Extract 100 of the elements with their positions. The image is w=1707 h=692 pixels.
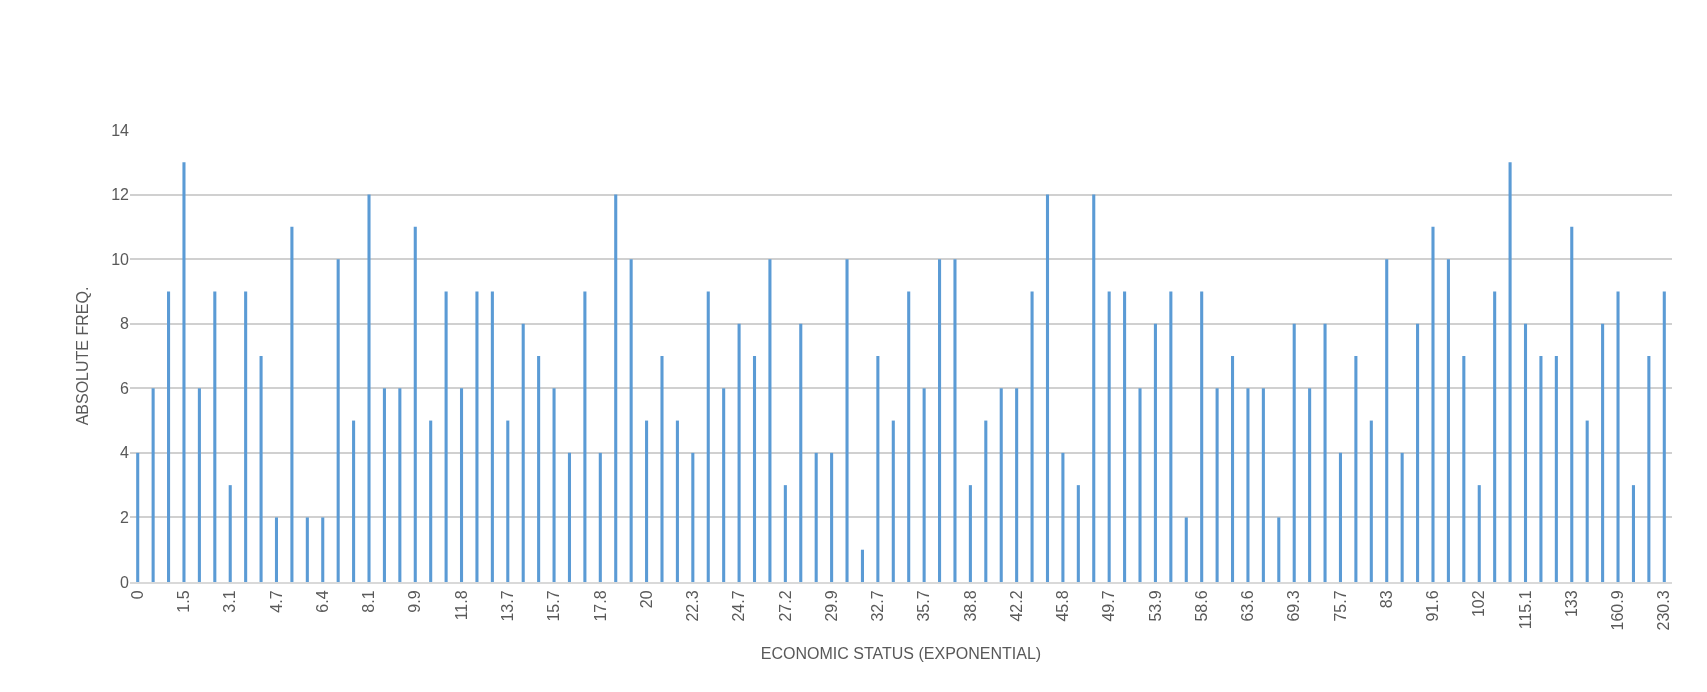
bar bbox=[352, 420, 356, 582]
x-axis-title: ECONOMIC STATUS (EXPONENTIAL) bbox=[760, 644, 1042, 662]
x-tick-label: 58.6 bbox=[1192, 590, 1210, 622]
x-tick-label: 83 bbox=[1377, 590, 1395, 609]
x-tick-label: 49.7 bbox=[1100, 590, 1118, 622]
bar bbox=[367, 194, 371, 582]
x-tick-label: 29.9 bbox=[822, 590, 840, 622]
bar bbox=[1477, 485, 1481, 582]
bar bbox=[783, 485, 787, 582]
bar bbox=[1631, 485, 1635, 582]
bar bbox=[567, 452, 572, 582]
bar bbox=[521, 323, 525, 582]
bar bbox=[228, 485, 232, 582]
bar bbox=[691, 452, 695, 582]
x-tick-label: 22.3 bbox=[684, 590, 702, 622]
bar bbox=[1076, 485, 1080, 582]
bar bbox=[1215, 388, 1219, 582]
bar bbox=[1308, 388, 1312, 582]
x-tick-label: 91.6 bbox=[1424, 590, 1442, 622]
bar bbox=[336, 259, 340, 582]
bar bbox=[1601, 323, 1605, 582]
bar bbox=[398, 388, 402, 582]
bar bbox=[1554, 356, 1558, 582]
bar bbox=[660, 356, 664, 582]
bar bbox=[1585, 420, 1589, 582]
bar bbox=[1277, 517, 1281, 582]
bar bbox=[136, 452, 140, 582]
bar bbox=[598, 452, 602, 582]
x-tick-label: 133 bbox=[1562, 590, 1580, 618]
bar bbox=[999, 388, 1003, 582]
x-tick-label: 20 bbox=[637, 590, 655, 609]
bar bbox=[506, 420, 510, 582]
bar bbox=[737, 323, 741, 582]
bar bbox=[1092, 194, 1096, 582]
bar bbox=[1446, 259, 1450, 582]
x-tick-label: 32.7 bbox=[869, 590, 887, 622]
bar bbox=[290, 226, 294, 582]
bar bbox=[1616, 291, 1620, 582]
bar bbox=[953, 259, 957, 582]
y-tick-label: 8 bbox=[120, 315, 130, 333]
x-tick-label: 3.1 bbox=[221, 590, 239, 613]
bar bbox=[984, 420, 988, 582]
y-tick-label: 4 bbox=[120, 444, 130, 462]
bar bbox=[197, 388, 201, 582]
bar bbox=[860, 549, 864, 582]
bar bbox=[1261, 388, 1265, 582]
bar bbox=[1015, 388, 1019, 582]
bar bbox=[645, 420, 649, 582]
bar bbox=[1369, 420, 1373, 582]
x-tick-label: 9.9 bbox=[406, 590, 424, 613]
y-tick-label: 6 bbox=[120, 379, 130, 397]
bar bbox=[459, 388, 464, 582]
x-tick-label: 115.1 bbox=[1516, 590, 1534, 630]
bar bbox=[814, 452, 818, 582]
bar bbox=[1153, 323, 1157, 582]
x-tick-label: 1.5 bbox=[175, 590, 193, 613]
bar bbox=[1323, 323, 1327, 582]
bar bbox=[1123, 291, 1127, 582]
y-tick-label: 14 bbox=[111, 121, 130, 139]
bar bbox=[475, 291, 479, 582]
bar bbox=[1169, 291, 1173, 582]
bar bbox=[1184, 517, 1188, 582]
x-tick-label: 53.9 bbox=[1146, 590, 1164, 622]
bar bbox=[1338, 452, 1343, 582]
bar bbox=[1385, 259, 1389, 582]
x-tick-label: 0 bbox=[128, 590, 146, 600]
x-tick-label: 42.2 bbox=[1007, 590, 1025, 622]
bar bbox=[938, 259, 942, 582]
bar bbox=[1354, 356, 1358, 582]
y-tick-label: 12 bbox=[111, 186, 130, 204]
bar bbox=[675, 420, 679, 582]
x-tick-label: 38.8 bbox=[961, 590, 979, 622]
bar bbox=[1570, 226, 1574, 582]
bar bbox=[413, 226, 417, 582]
bar bbox=[1647, 356, 1651, 582]
bar bbox=[552, 388, 556, 582]
bar bbox=[1416, 323, 1420, 582]
bar bbox=[922, 388, 926, 582]
x-tick-label: 35.7 bbox=[915, 590, 933, 622]
bar bbox=[799, 323, 803, 582]
bar bbox=[259, 356, 263, 582]
bar bbox=[583, 291, 587, 582]
bar bbox=[1138, 388, 1142, 582]
x-tick-label: 24.7 bbox=[730, 590, 748, 622]
bar bbox=[182, 162, 186, 582]
bar bbox=[429, 420, 433, 582]
bar bbox=[1030, 291, 1034, 582]
bar bbox=[768, 259, 772, 582]
bar bbox=[1107, 291, 1111, 582]
bar bbox=[1493, 291, 1497, 582]
x-tick-label: 6.4 bbox=[313, 590, 331, 613]
bar bbox=[891, 420, 895, 582]
bar bbox=[629, 259, 633, 582]
y-tick-label: 0 bbox=[120, 573, 130, 591]
bar bbox=[1246, 388, 1250, 582]
x-tick-label: 45.8 bbox=[1054, 590, 1072, 622]
y-tick-label: 2 bbox=[120, 509, 130, 527]
bar bbox=[614, 194, 618, 582]
bar bbox=[321, 517, 325, 582]
x-tick-label: 102 bbox=[1470, 590, 1488, 618]
